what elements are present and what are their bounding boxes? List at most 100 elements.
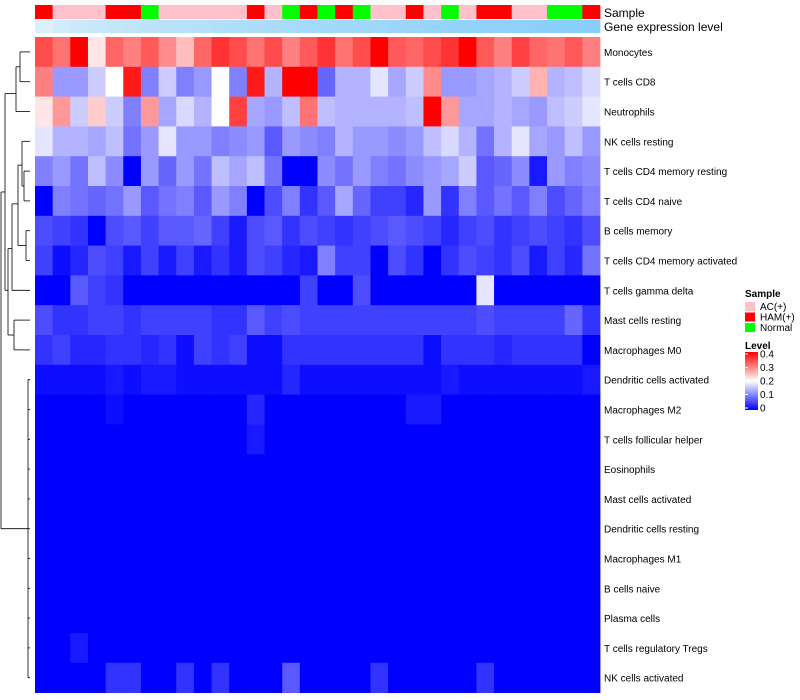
heatmap-cell — [158, 513, 177, 544]
heatmap-cell — [476, 186, 495, 217]
heatmap-cell — [229, 96, 248, 127]
legend-item-label: Normal — [760, 323, 792, 334]
heatmap-cell — [529, 454, 548, 485]
heatmap-cell — [123, 156, 142, 187]
heatmap-cell — [564, 573, 583, 604]
sample-annotation-cell — [193, 5, 212, 19]
heatmap-cell — [52, 37, 71, 68]
heatmap-cell — [52, 513, 71, 544]
heatmap-cell — [511, 305, 530, 336]
heatmap-cell — [229, 454, 248, 485]
heatmap-cell — [193, 662, 212, 693]
heatmap-cell — [123, 126, 142, 157]
row-dendrogram — [0, 51, 30, 679]
heatmap-cell — [87, 484, 107, 515]
row-label: Mast cells activated — [604, 495, 691, 506]
heatmap-cell — [193, 633, 212, 664]
heatmap-cell — [229, 662, 248, 693]
heatmap-cell — [352, 96, 371, 127]
expression-annotation-cell — [317, 20, 336, 33]
heatmap-cell — [246, 603, 265, 634]
heatmap-cell — [264, 424, 283, 455]
heatmap-cell — [158, 305, 177, 336]
heatmap-cell — [70, 364, 89, 395]
heatmap-cell — [352, 454, 371, 485]
heatmap-cell — [193, 156, 212, 187]
heatmap-cell — [264, 37, 283, 68]
heatmap-cell — [529, 633, 548, 664]
heatmap-cell — [229, 513, 248, 544]
heatmap-cell — [582, 37, 601, 68]
row-label: T cells CD4 naive — [604, 197, 683, 208]
heatmap-cell — [494, 454, 513, 485]
heatmap-cell — [494, 96, 513, 127]
heatmap-cell — [299, 484, 318, 515]
heatmap-cell — [582, 662, 601, 693]
level-tick-label: 0.2 — [760, 377, 774, 388]
heatmap-cell — [299, 37, 318, 68]
heatmap-cell — [246, 305, 265, 336]
heatmap-cell — [299, 305, 318, 336]
heatmap-cell — [423, 156, 442, 187]
heatmap-cell — [282, 454, 301, 485]
expression-annotation-cell — [547, 20, 566, 33]
heatmap-cell — [70, 215, 89, 246]
heatmap-cell — [35, 364, 54, 395]
heatmap-cell — [335, 484, 354, 515]
sample-annotation-cell — [564, 5, 583, 19]
heatmap-cell — [35, 573, 54, 604]
heatmap-cell — [388, 156, 407, 187]
heatmap-cell — [441, 96, 460, 127]
heatmap-cell — [282, 364, 301, 395]
heatmap-cell — [564, 364, 583, 395]
heatmap-cell — [458, 215, 477, 246]
heatmap-cell — [494, 245, 513, 276]
heatmap-cell — [35, 513, 54, 544]
heatmap-cell — [176, 513, 195, 544]
heatmap-cell — [441, 484, 460, 515]
heatmap-cell — [264, 394, 283, 425]
heatmap-cell — [564, 156, 583, 187]
heatmap-cell — [476, 633, 495, 664]
heatmap-cell — [70, 126, 89, 157]
row-label: Monocytes — [604, 48, 652, 59]
heatmap-cell — [35, 662, 54, 693]
heatmap-cell — [158, 245, 177, 276]
heatmap-cell — [335, 394, 354, 425]
heatmap-cell — [564, 186, 583, 217]
heatmap-cell — [352, 275, 371, 306]
row-label: T cells gamma delta — [604, 286, 694, 297]
heatmap-cell — [423, 275, 442, 306]
heatmap-cell — [511, 543, 530, 574]
heatmap-cell — [140, 126, 159, 157]
heatmap-cell — [423, 66, 442, 97]
heatmap-cell — [494, 513, 513, 544]
heatmap-cell — [511, 513, 530, 544]
heatmap-cell — [335, 633, 354, 664]
heatmap-cell — [70, 305, 89, 336]
heatmap-cell — [52, 662, 71, 693]
heatmap-cell — [352, 662, 371, 693]
heatmap-cell — [123, 96, 142, 127]
heatmap-cell — [458, 603, 477, 634]
heatmap-cell — [441, 394, 460, 425]
heatmap-cell — [158, 364, 177, 395]
heatmap-cell — [405, 126, 424, 157]
heatmap-cell — [105, 394, 124, 425]
sample-annotation-cell — [458, 5, 477, 19]
heatmap-cell — [193, 37, 212, 68]
heatmap-cell — [229, 215, 248, 246]
heatmap-cell — [158, 96, 177, 127]
heatmap-cell — [335, 543, 354, 574]
heatmap-cell — [335, 96, 354, 127]
heatmap-cell — [211, 96, 230, 127]
heatmap-cell — [370, 573, 389, 604]
heatmap-cell — [229, 633, 248, 664]
heatmap-cell — [35, 543, 54, 574]
heatmap-cell — [299, 394, 318, 425]
heatmap-cell — [441, 335, 460, 366]
heatmap-cell — [140, 335, 159, 366]
heatmap-cell — [158, 454, 177, 485]
heatmap-cell — [352, 424, 371, 455]
heatmap-cell — [511, 454, 530, 485]
